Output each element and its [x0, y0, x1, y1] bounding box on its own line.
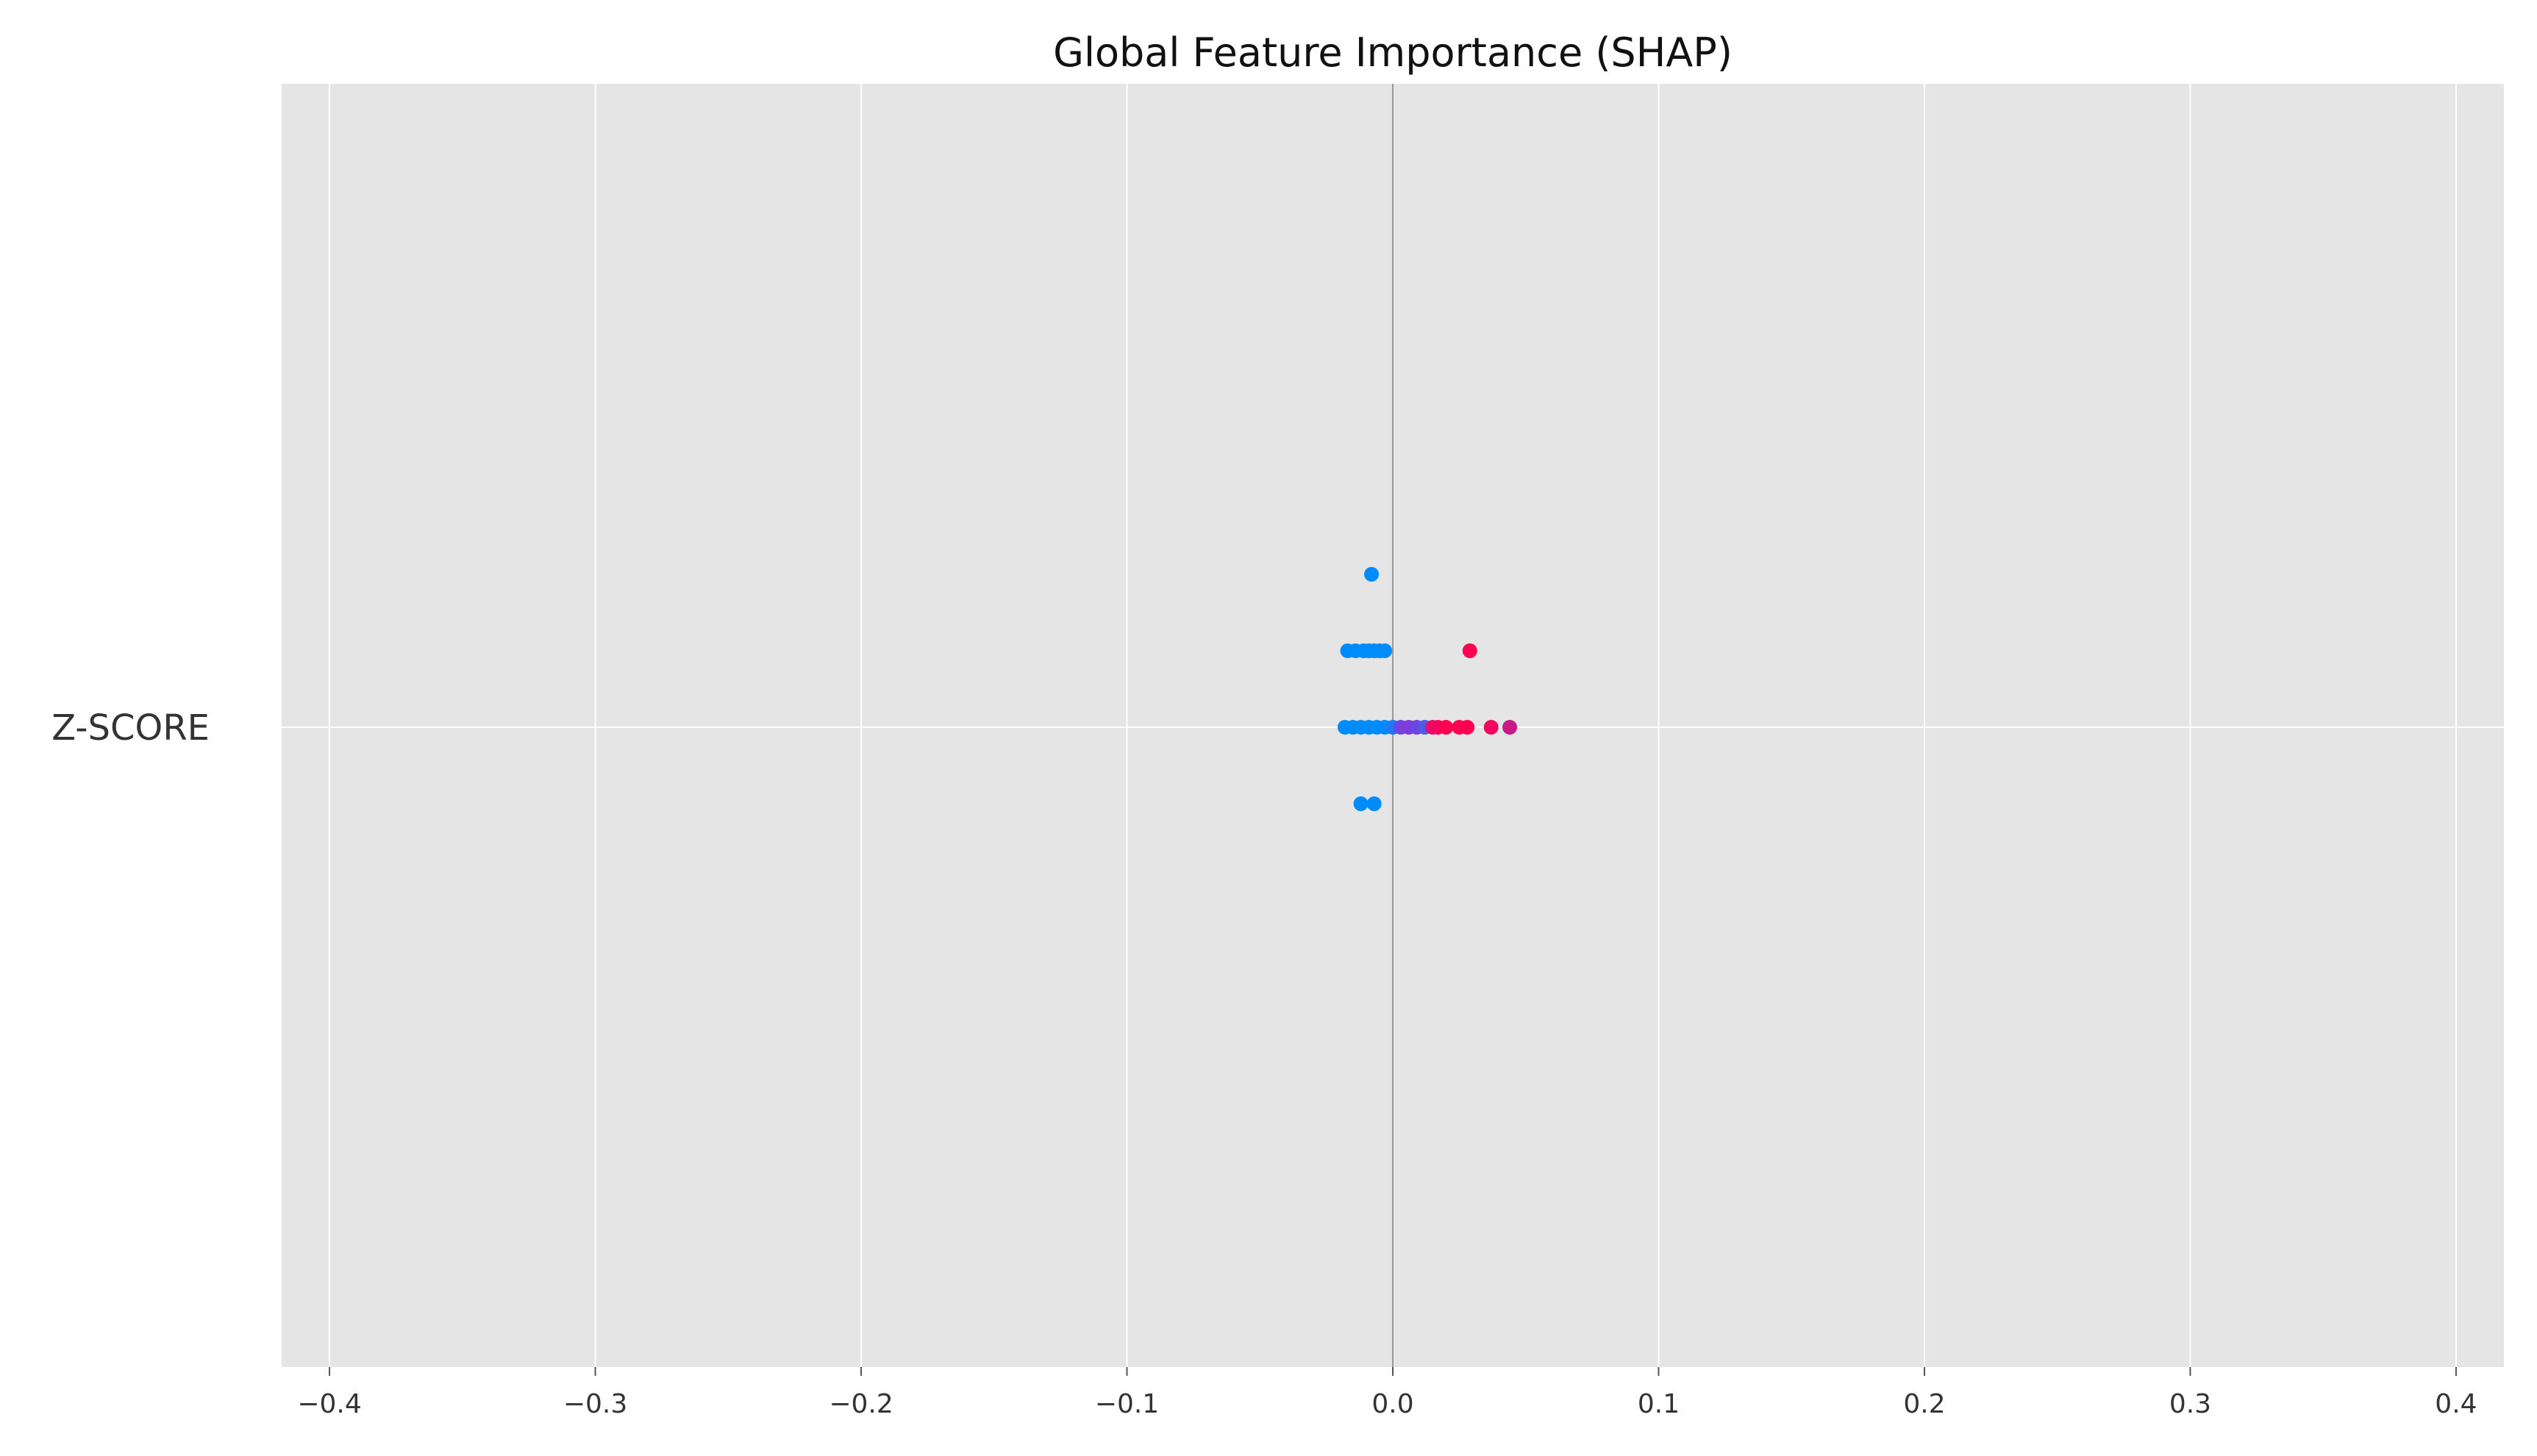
x-tick-label: 0.3 [2169, 1389, 2211, 1419]
shap-point [1462, 643, 1477, 658]
shap-point [1364, 567, 1380, 582]
data-points [1337, 567, 1518, 811]
shap-point [1460, 720, 1475, 735]
x-tick-label: −0.4 [297, 1389, 361, 1419]
shap-point [1502, 720, 1518, 735]
x-tick-label: 0.0 [1371, 1389, 1413, 1419]
x-tick-label: 0.4 [2435, 1389, 2477, 1419]
shap-point [1377, 643, 1393, 658]
feature-label: Z-SCORE [51, 707, 210, 749]
shap-point [1483, 720, 1499, 735]
shap-point [1366, 796, 1382, 811]
feature-labels: Z-SCORE [51, 707, 210, 749]
shap-point [1438, 720, 1454, 735]
x-tick-label: −0.2 [829, 1389, 893, 1419]
x-tick-label: 0.1 [1638, 1389, 1680, 1419]
x-tick-label: 0.2 [1903, 1389, 1945, 1419]
x-axis-ticks: −0.4 −0.3 −0.2 −0.1 0.0 0.1 0.2 0.3 0.4 [297, 1367, 2477, 1419]
shap-point [1353, 796, 1369, 811]
x-tick-label: −0.3 [563, 1389, 627, 1419]
chart-title: Global Feature Importance (SHAP) [1053, 29, 1733, 76]
x-tick-label: −0.1 [1095, 1389, 1159, 1419]
